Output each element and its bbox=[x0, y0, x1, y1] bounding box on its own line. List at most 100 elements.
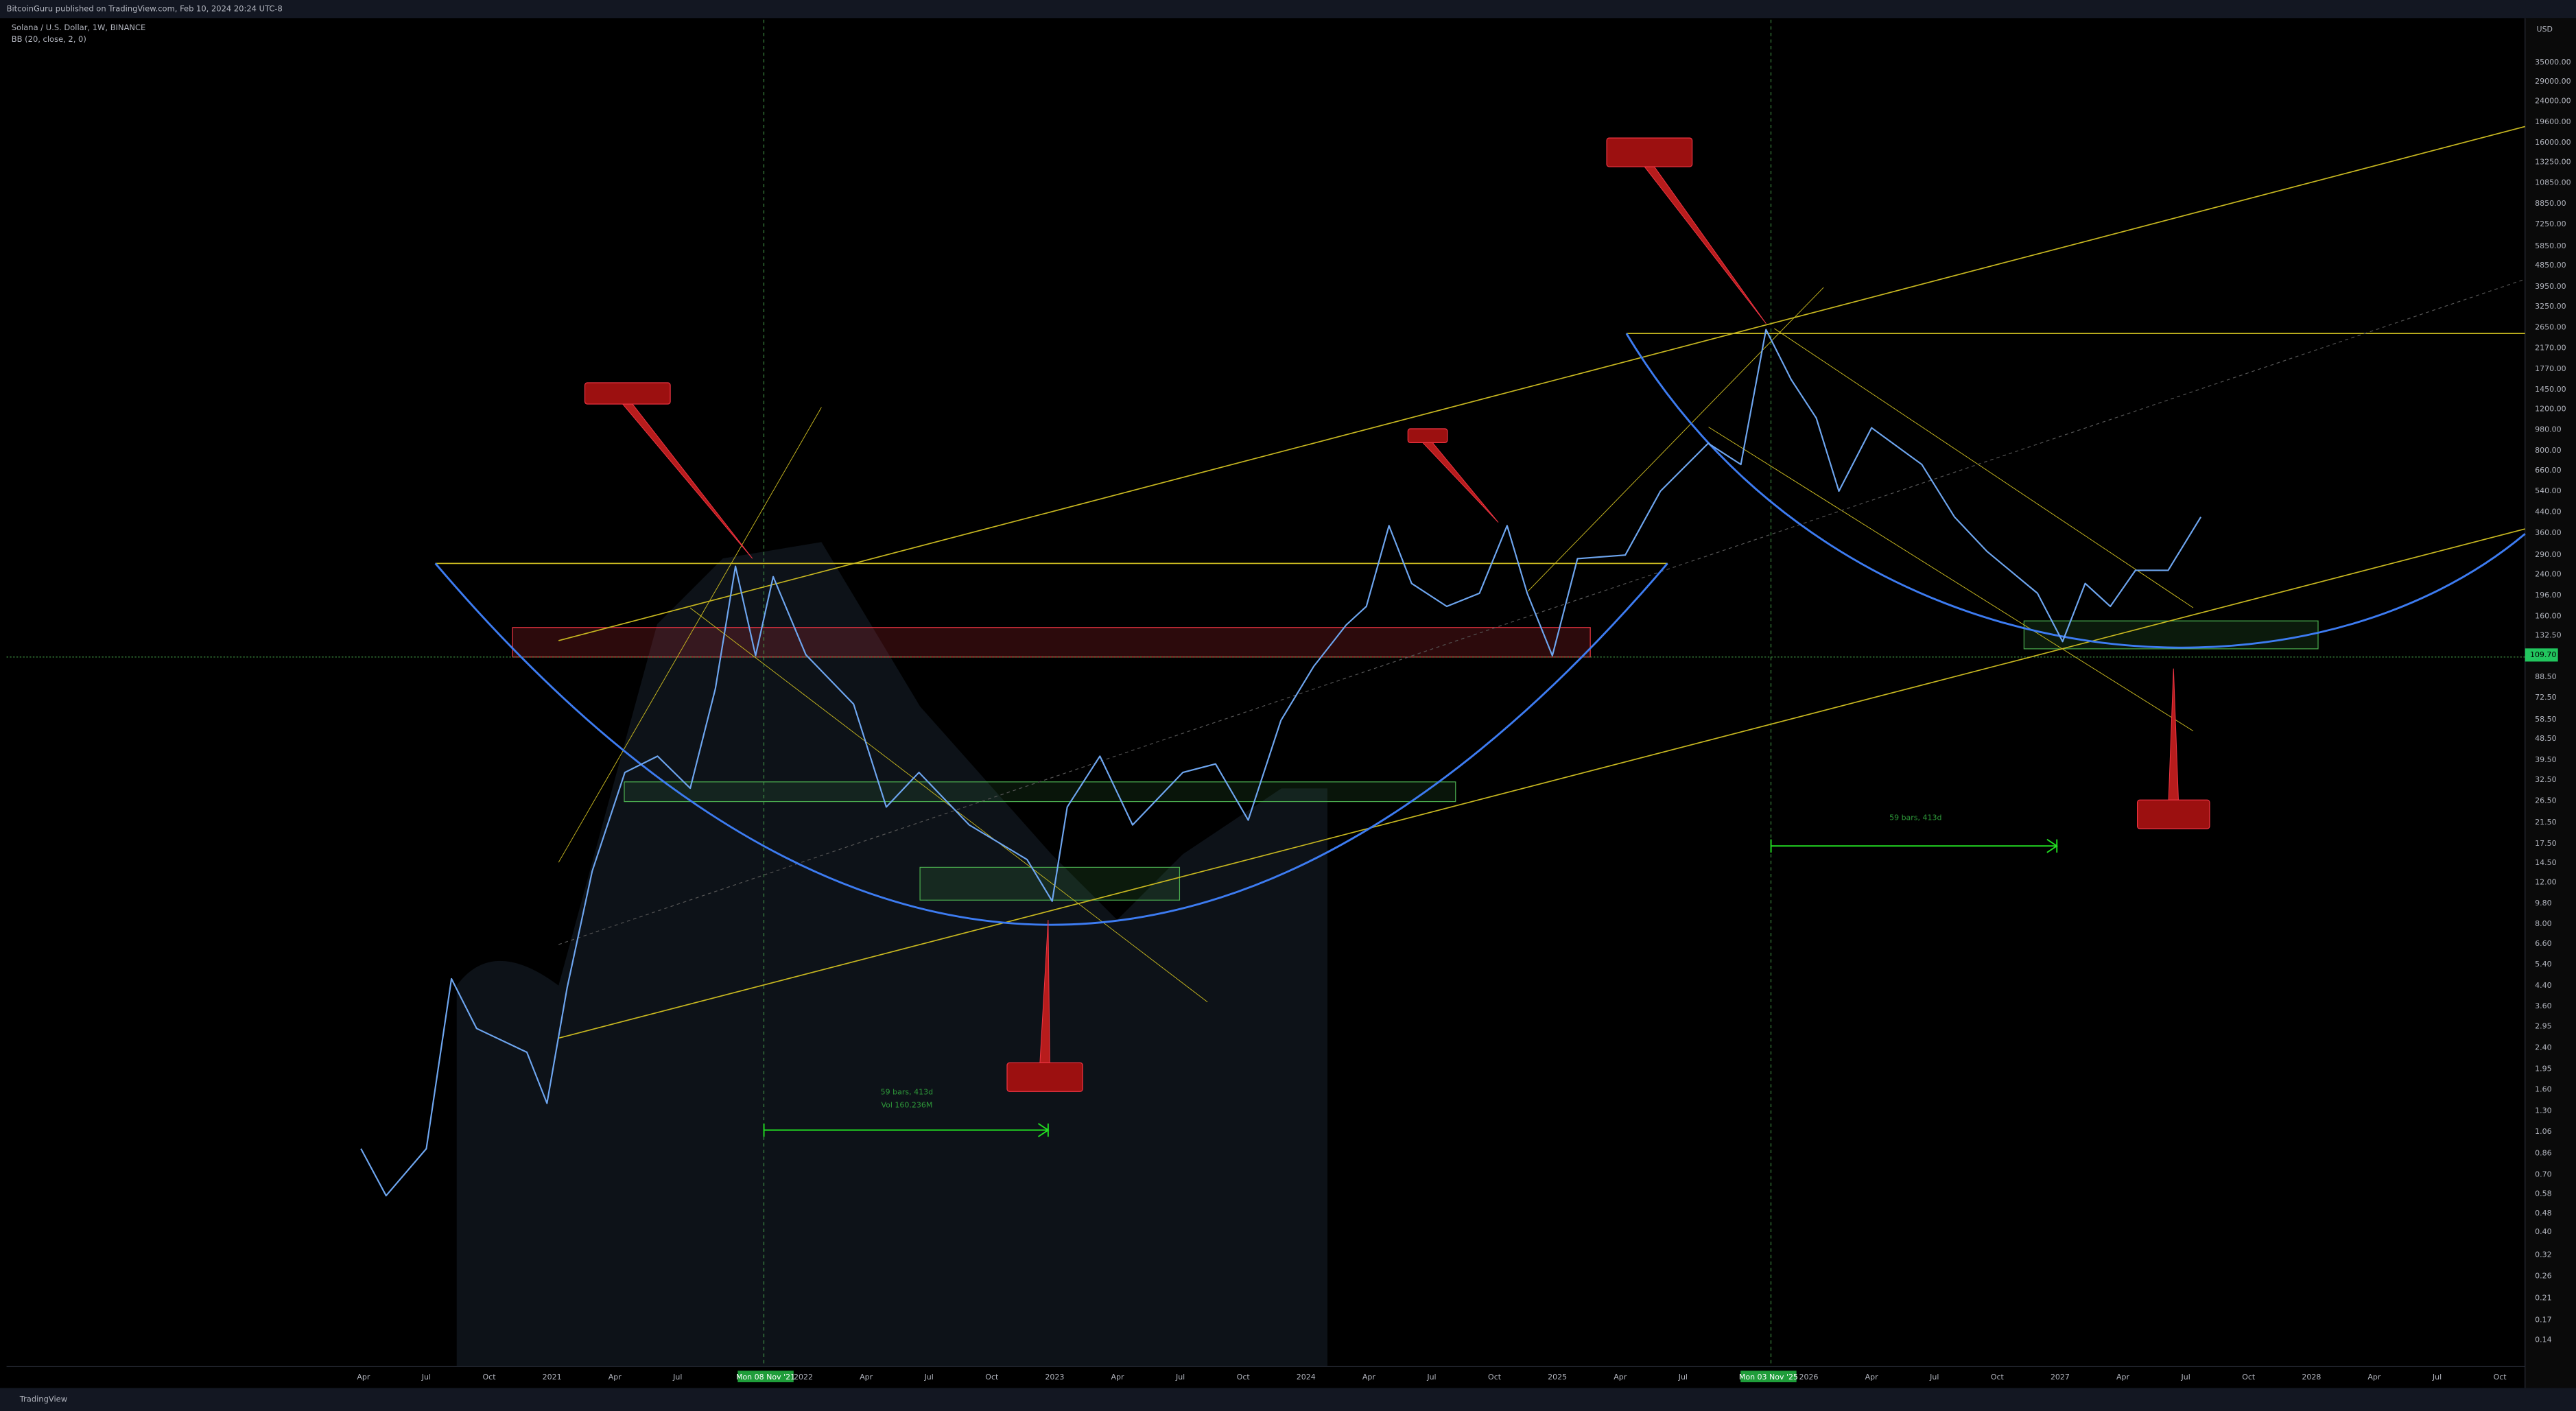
symbol: Solana / U.S. Dollar, 1W, BINANCE bbox=[12, 23, 146, 32]
y-tick-label: 2.95 bbox=[2535, 1022, 2552, 1031]
buy-zone bbox=[919, 866, 1181, 901]
x-tick-label: Oct bbox=[1991, 1373, 2005, 1382]
publisher: BitcoinGuru published on TradingView.com… bbox=[7, 4, 283, 14]
x-tick-label: 2022 bbox=[794, 1373, 813, 1382]
x-tick-label: Apr bbox=[1614, 1373, 1627, 1382]
x-tick-label: Oct bbox=[2494, 1373, 2507, 1382]
y-tick-label: 290.00 bbox=[2535, 550, 2562, 559]
y-tick-label: 48.50 bbox=[2535, 734, 2557, 743]
callout-box bbox=[2136, 799, 2210, 829]
x-tick-label: Mon 03 Nov '25 bbox=[1739, 1373, 1798, 1382]
y-tick-label: 540.00 bbox=[2535, 486, 2562, 495]
y-tick-label: 32.50 bbox=[2535, 775, 2557, 784]
x-tick-label: Mon 08 Nov '21 bbox=[736, 1373, 795, 1382]
y-tick-label: 0.14 bbox=[2535, 1335, 2552, 1344]
y-tick-label: 21.50 bbox=[2535, 818, 2557, 827]
y-tick-label: 240.00 bbox=[2535, 570, 2562, 579]
top-bar bbox=[0, 0, 2576, 19]
x-tick-label: Oct bbox=[1237, 1373, 1251, 1382]
rounding-bottom bbox=[434, 562, 1668, 926]
y-tick-label: 2650.00 bbox=[2535, 323, 2566, 332]
x-tick-label: Apr bbox=[860, 1373, 873, 1382]
x-tick-label: 2023 bbox=[1045, 1373, 1064, 1382]
x-tick-label: Jul bbox=[924, 1373, 934, 1382]
x-tick-label: Jul bbox=[2181, 1373, 2190, 1382]
y-tick-label: 58.50 bbox=[2535, 715, 2557, 724]
channel-line bbox=[1774, 328, 2194, 608]
support-zone bbox=[624, 781, 1456, 803]
y-tick-label: 16000.00 bbox=[2535, 138, 2571, 147]
dotted-trend bbox=[558, 278, 2525, 945]
y-tick-label: 196.00 bbox=[2535, 591, 2562, 600]
buy-zone bbox=[2023, 620, 2319, 650]
measure-label: Vol 160.236M bbox=[881, 1101, 932, 1110]
x-tick-label: Apr bbox=[2367, 1373, 2381, 1382]
last-price-box bbox=[2525, 648, 2558, 662]
y-tick-label: 440.00 bbox=[2535, 508, 2562, 517]
x-tick-label: 2024 bbox=[1297, 1373, 1316, 1382]
x-tick-label: Jul bbox=[1426, 1373, 1436, 1382]
indicator: BB (20, close, 2, 0) bbox=[12, 34, 86, 44]
y-unit: USD bbox=[2537, 25, 2553, 34]
y-tick-label: 0.70 bbox=[2535, 1170, 2552, 1178]
y-tick-label: 0.26 bbox=[2535, 1272, 2552, 1281]
y-tick-label: 72.50 bbox=[2535, 693, 2557, 702]
y-tick-label: 7250.00 bbox=[2535, 220, 2566, 228]
y-tick-label: 0.58 bbox=[2535, 1189, 2552, 1198]
y-tick-label: 5.40 bbox=[2535, 960, 2552, 969]
y-tick-label: 1.30 bbox=[2535, 1106, 2552, 1115]
x-tick-highlight bbox=[737, 1371, 794, 1383]
x-tick-label: Oct bbox=[985, 1373, 999, 1382]
x-tick-label: 2021 bbox=[543, 1373, 562, 1382]
y-tick-label: 800.00 bbox=[2535, 446, 2562, 455]
y-tick-label: 360.00 bbox=[2535, 528, 2562, 537]
y-tick-label: 980.00 bbox=[2535, 425, 2562, 434]
y-tick-label: 0.32 bbox=[2535, 1250, 2552, 1259]
y-tick-label: 26.50 bbox=[2535, 796, 2557, 805]
y-tick-label: 39.50 bbox=[2535, 755, 2557, 764]
y-tick-label: 0.21 bbox=[2535, 1294, 2552, 1303]
drawings bbox=[6, 19, 2526, 1367]
callout-box bbox=[1606, 137, 1693, 167]
y-tick-label: 1.60 bbox=[2535, 1084, 2552, 1093]
y-tick-label: 17.50 bbox=[2535, 839, 2557, 848]
y-tick-label: 4850.00 bbox=[2535, 261, 2566, 270]
x-tick-label: Jul bbox=[1175, 1373, 1185, 1382]
y-tick-label: 24000.00 bbox=[2535, 96, 2571, 105]
y-tick-label: 1450.00 bbox=[2535, 385, 2566, 394]
x-tick-label: Jul bbox=[1929, 1373, 1939, 1382]
resistance-zone bbox=[512, 627, 1591, 658]
y-tick-label: 5850.00 bbox=[2535, 241, 2566, 250]
x-tick-label: Jul bbox=[2432, 1373, 2442, 1382]
x-tick-label: Apr bbox=[1865, 1373, 1879, 1382]
y-tick-label: 19600.00 bbox=[2535, 117, 2571, 126]
y-tick-label: 2170.00 bbox=[2535, 344, 2566, 353]
brand: TradingView bbox=[19, 1395, 67, 1404]
marks: 59 bars, 413d Vol 160.236M 59 bars, 413d bbox=[360, 137, 2210, 1197]
y-tick-label: 8.00 bbox=[2535, 919, 2552, 928]
x-tick-label: 2026 bbox=[1799, 1373, 1819, 1382]
y-tick-label: 132.50 bbox=[2535, 631, 2562, 640]
x-tick-label: Oct bbox=[2242, 1373, 2256, 1382]
x-tick-label: Apr bbox=[1362, 1373, 1376, 1382]
y-tick-label: 3250.00 bbox=[2535, 302, 2566, 311]
x-tick-label: Jul bbox=[421, 1373, 431, 1382]
callout-box bbox=[1407, 428, 1448, 443]
y-tick-label: 8850.00 bbox=[2535, 199, 2566, 208]
y-tick-label: 1770.00 bbox=[2535, 364, 2566, 373]
y-tick-label: 9.80 bbox=[2535, 899, 2552, 908]
trend-line bbox=[558, 126, 2525, 641]
trend-line bbox=[558, 528, 2525, 1039]
y-tick-label: 3.60 bbox=[2535, 1001, 2552, 1010]
y-tick-label: 1.95 bbox=[2535, 1065, 2552, 1074]
y-tick-label: 1.06 bbox=[2535, 1127, 2552, 1136]
x-tick-label: Apr bbox=[608, 1373, 622, 1382]
y-tick-label: 4.40 bbox=[2535, 981, 2552, 990]
y-tick-label: 10850.00 bbox=[2535, 178, 2571, 187]
y-tick-label: 0.48 bbox=[2535, 1209, 2552, 1218]
rounding-bottom bbox=[1625, 333, 2526, 649]
callout-box bbox=[584, 382, 671, 405]
y-tick-label: 2.40 bbox=[2535, 1043, 2552, 1052]
